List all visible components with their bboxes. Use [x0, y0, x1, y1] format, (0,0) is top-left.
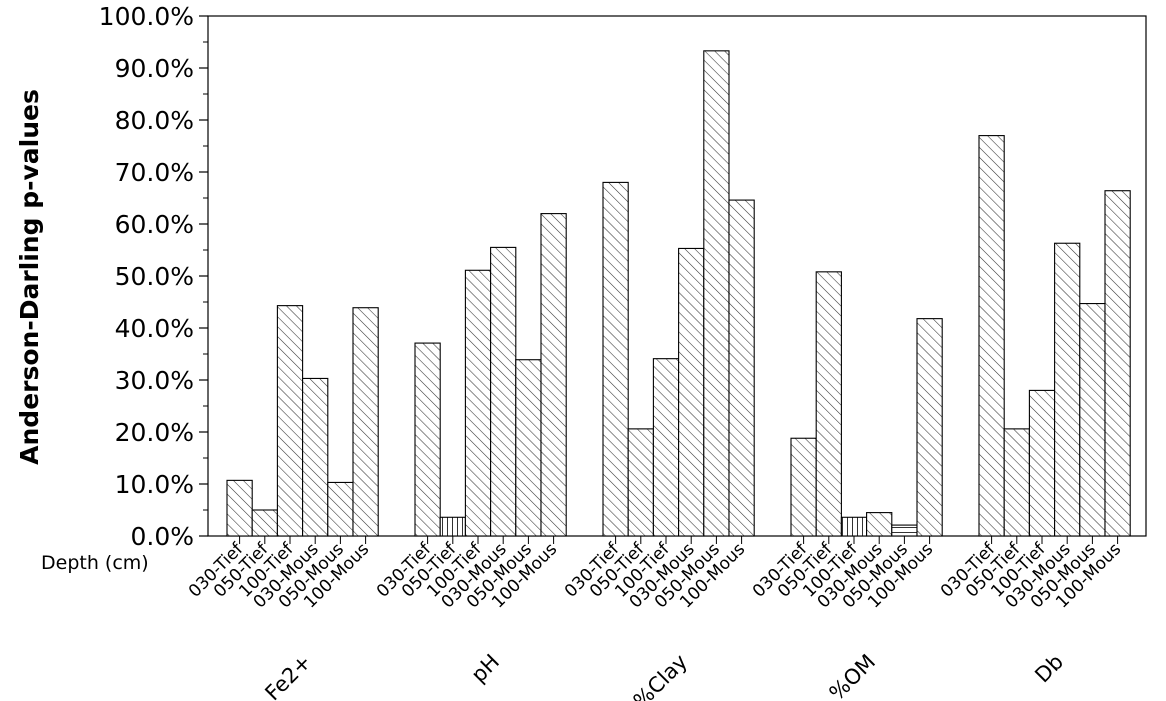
- bar: [226, 479, 253, 537]
- y-tick-label: 40.0%: [115, 314, 194, 343]
- y-tick-label: 20.0%: [115, 418, 194, 447]
- bar: [251, 509, 278, 537]
- bar: [464, 269, 492, 537]
- y-tick-label: 100.0%: [99, 2, 194, 31]
- bar: [515, 359, 542, 537]
- bar: [276, 305, 304, 537]
- y-tick-label: 30.0%: [115, 366, 194, 395]
- bar: [678, 247, 705, 537]
- y-tick-label: 0.0%: [130, 522, 194, 551]
- y-axis-title: Anderson-Darling p-values: [15, 89, 44, 465]
- bar: [1104, 190, 1131, 537]
- bar: [602, 181, 629, 537]
- bar: [652, 358, 680, 537]
- bar: [866, 512, 893, 537]
- bar: [815, 271, 842, 537]
- bar: [352, 307, 379, 537]
- y-tick-label: 60.0%: [115, 210, 194, 239]
- plot-layer: 0.0% 10.0% 20.0% 30.0% 40.0% 50.0% 60.0% 70.0% 8…: [99, 2, 1147, 701]
- bar: [840, 516, 868, 537]
- bar: [1079, 303, 1106, 537]
- group-label: %Clay: [629, 650, 692, 701]
- bar: [1054, 242, 1081, 537]
- group-label: Fe2+: [260, 650, 316, 701]
- bar: [703, 50, 730, 537]
- bar: [439, 516, 466, 537]
- bar: [790, 437, 817, 537]
- group-label: pH: [467, 650, 505, 688]
- y-tick-label: 50.0%: [115, 262, 194, 291]
- bar: [414, 342, 441, 537]
- y-tick-label: 10.0%: [115, 470, 194, 499]
- bar: [302, 377, 329, 537]
- bar: [327, 481, 354, 537]
- bar: [916, 318, 943, 537]
- y-tick-label: 90.0%: [115, 54, 194, 83]
- y-tick-label: 80.0%: [115, 106, 194, 135]
- group-label: %OM: [825, 650, 881, 701]
- bar: [978, 135, 1005, 537]
- bar: [891, 524, 918, 537]
- group-label: Db: [1030, 650, 1068, 688]
- bar: [490, 246, 517, 537]
- bar: [1028, 389, 1056, 537]
- bar: [1003, 428, 1030, 537]
- bar: [728, 199, 755, 537]
- y-tick-label: 70.0%: [115, 158, 194, 187]
- bar: [540, 213, 567, 537]
- bar: [627, 428, 654, 537]
- x-axis-title: Depth (cm): [41, 552, 149, 574]
